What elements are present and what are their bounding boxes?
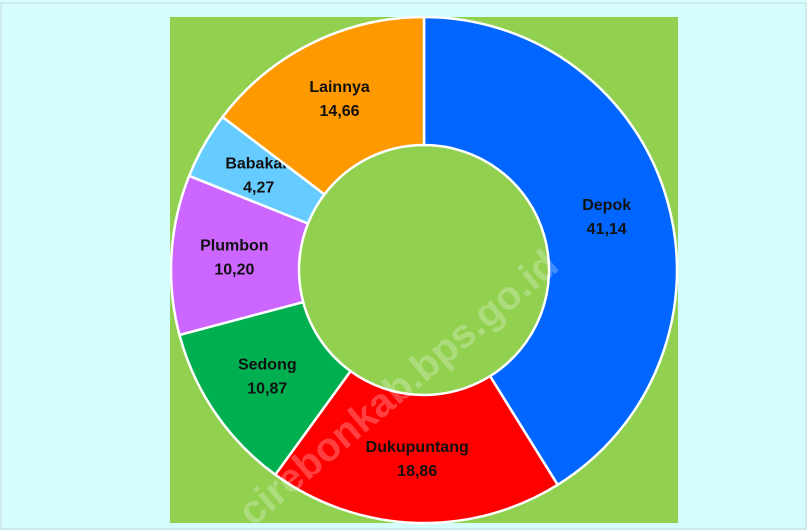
slice-label: Babakan xyxy=(225,156,292,173)
slice-label: Depok xyxy=(582,197,631,214)
slice-value: 14,66 xyxy=(320,103,360,120)
slice-label: Plumbon xyxy=(200,238,268,255)
slice-value: 4,27 xyxy=(243,180,274,197)
donut-slice xyxy=(273,369,560,525)
slice-value: 10,20 xyxy=(214,262,254,279)
donut-slice xyxy=(422,15,679,487)
slice-value: 41,14 xyxy=(587,221,627,238)
slice-label: Dukupuntang xyxy=(366,439,469,456)
slice-value: 10,87 xyxy=(247,381,287,398)
slice-value: 18,86 xyxy=(397,463,437,480)
slice-label: Lainnya xyxy=(309,79,370,96)
slice-label: Sedong xyxy=(238,357,297,374)
donut-slice xyxy=(220,15,426,197)
